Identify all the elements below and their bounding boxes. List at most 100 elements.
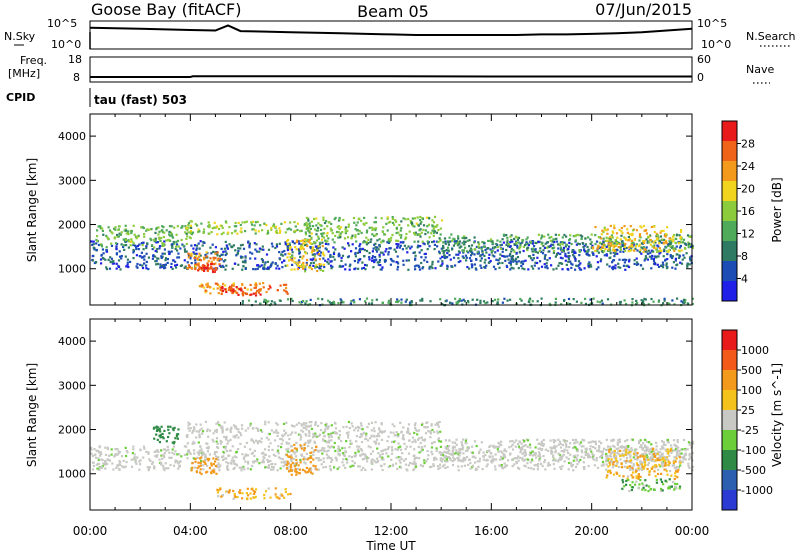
echo-pixel	[302, 239, 305, 242]
echo-pixel	[194, 263, 197, 266]
echo-pixel	[286, 442, 289, 445]
echo-pixel	[277, 452, 280, 455]
echo-pixel	[138, 243, 141, 246]
echo-pixel	[441, 255, 444, 258]
echo-pixel	[122, 238, 125, 241]
echo-pixel	[678, 255, 682, 258]
echo-pixel	[633, 458, 636, 461]
echo-pixel	[397, 433, 400, 436]
echo-pixel	[611, 248, 615, 251]
echo-pixel	[643, 239, 646, 243]
echo-pixel	[230, 232, 234, 235]
echo-pixel	[199, 259, 203, 262]
echo-pixel	[507, 243, 511, 246]
echo-pixel	[297, 266, 300, 269]
echo-pixel	[293, 465, 296, 468]
echo-pixel	[678, 449, 681, 452]
echo-pixel	[424, 438, 427, 441]
echo-pixel	[596, 247, 599, 250]
echo-pixel	[355, 224, 358, 227]
echo-pixel	[430, 450, 433, 453]
echo-pixel	[422, 224, 426, 227]
echo-pixel	[125, 454, 128, 458]
echo-pixel	[314, 449, 317, 452]
echo-pixel	[244, 261, 247, 264]
echo-pixel	[567, 258, 570, 261]
echo-pixel	[600, 250, 604, 253]
echo-pixel	[102, 257, 105, 260]
echo-pixel	[370, 468, 373, 471]
echo-pixel	[186, 442, 189, 445]
echo-pixel	[337, 236, 340, 239]
echo-pixel	[341, 265, 345, 268]
echo-pixel	[613, 464, 616, 467]
echo-pixel	[316, 251, 319, 254]
echo-pixel	[571, 263, 574, 266]
echo-pixel	[659, 249, 662, 253]
echo-pixel	[615, 242, 619, 245]
echo-pixel	[341, 246, 344, 249]
echo-pixel	[220, 495, 223, 498]
echo-pixel	[626, 228, 629, 231]
echo-pixel	[478, 243, 481, 246]
echo-pixel	[642, 300, 645, 303]
echo-pixel	[344, 268, 347, 271]
echo-pixel	[280, 493, 283, 496]
echo-pixel	[332, 300, 335, 304]
echo-pixel	[145, 264, 148, 267]
echo-pixel	[259, 293, 262, 296]
echo-pixel	[448, 254, 451, 257]
echo-pixel	[374, 246, 377, 249]
echo-pixel	[634, 468, 638, 471]
echo-pixel	[687, 441, 690, 444]
echo-pixel	[359, 243, 362, 246]
echo-pixel	[523, 451, 526, 454]
echo-pixel	[584, 297, 587, 300]
echo-pixel	[550, 236, 553, 239]
echo-pixel	[201, 450, 204, 453]
echo-pixel	[276, 264, 279, 267]
echo-pixel	[629, 225, 632, 228]
echo-pixel	[241, 221, 244, 224]
echo-pixel	[379, 264, 382, 267]
echo-pixel	[421, 297, 424, 300]
echo-pixel	[575, 233, 578, 237]
echo-pixel	[420, 249, 423, 252]
echo-pixel	[491, 455, 494, 458]
echo-pixel	[189, 224, 192, 227]
echo-pixel	[319, 254, 322, 257]
echo-pixel	[446, 466, 449, 469]
echo-pixel	[163, 231, 166, 234]
echo-pixel	[234, 291, 237, 294]
echo-pixel	[98, 451, 101, 454]
echo-pixel	[337, 445, 340, 448]
echo-pixel	[682, 238, 686, 241]
echo-pixel	[473, 236, 476, 239]
echo-pixel	[310, 251, 313, 254]
echo-pixel	[551, 240, 554, 243]
echo-pixel	[213, 451, 217, 454]
echo-pixel	[333, 302, 336, 305]
echo-pixel	[391, 216, 394, 219]
echo-pixel	[350, 442, 353, 445]
echo-pixel	[332, 246, 335, 249]
echo-pixel	[381, 468, 384, 472]
echo-pixel	[160, 461, 163, 464]
echo-pixel	[487, 449, 490, 452]
echo-pixel	[611, 230, 614, 233]
echo-pixel	[96, 235, 99, 238]
echo-pixel	[160, 256, 163, 260]
echo-pixel	[199, 461, 202, 464]
echo-pixel	[561, 268, 564, 271]
echo-pixel	[571, 249, 574, 252]
echo-pixel	[606, 445, 610, 448]
echo-pixel	[338, 265, 341, 268]
echo-pixel	[211, 243, 214, 246]
echo-pixel	[320, 232, 323, 235]
echo-pixel	[490, 461, 493, 464]
echo-pixel	[186, 434, 189, 437]
echo-pixel	[614, 264, 617, 267]
echo-pixel	[650, 451, 653, 454]
echo-pixel	[238, 466, 241, 469]
echo-pixel	[579, 249, 582, 252]
